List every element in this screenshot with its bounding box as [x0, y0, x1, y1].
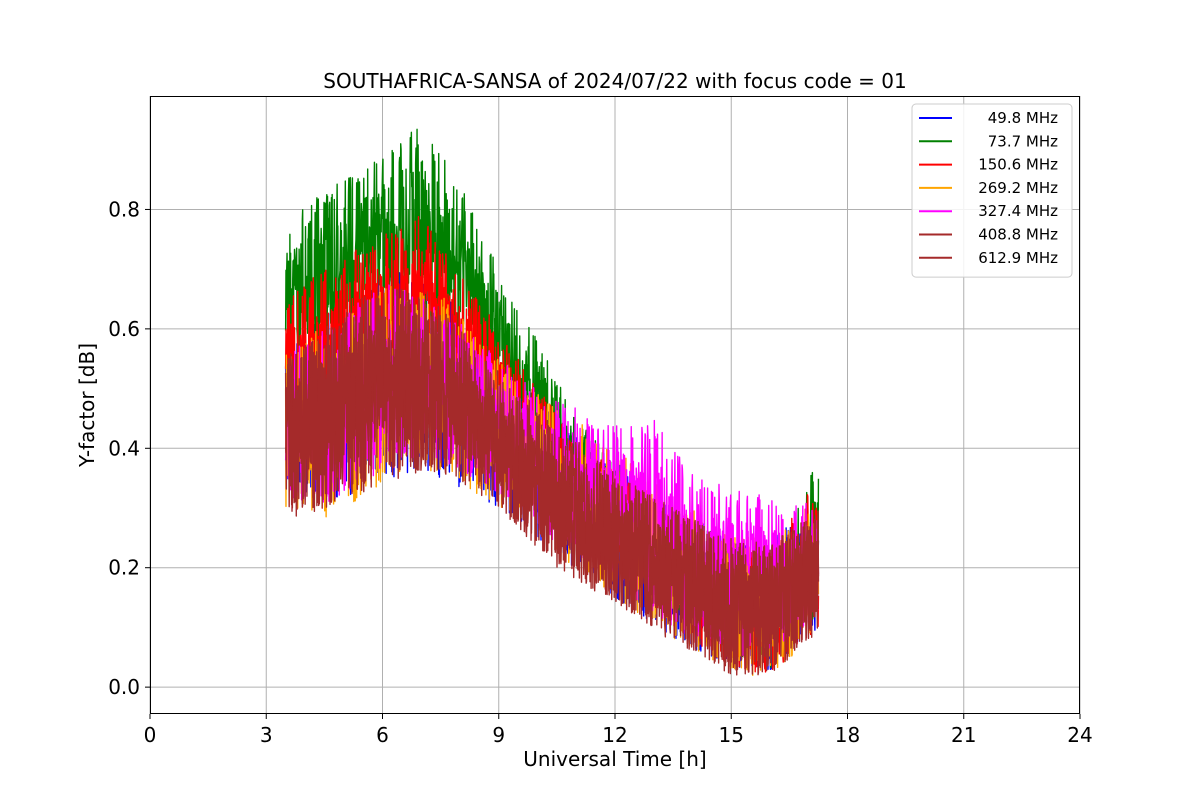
- legend-label: 73.7 MHz: [988, 132, 1058, 150]
- x-tick-label: 3: [260, 723, 273, 747]
- legend-label: 150.6 MHz: [978, 156, 1058, 174]
- y-tick-label: 0.0: [108, 675, 140, 699]
- x-tick-label: 24: [1067, 723, 1092, 747]
- x-axis-ticks: 0 3 6 9 12 15 18 21 24: [144, 714, 1093, 747]
- x-tick-label: 0: [144, 723, 157, 747]
- y-tick-label: 0.6: [108, 317, 140, 341]
- chart-title: SOUTHAFRICA-SANSA of 2024/07/22 with foc…: [323, 69, 907, 93]
- x-axis-label: Universal Time [h]: [523, 747, 706, 771]
- y-axis-label: Y-factor [dB]: [75, 343, 99, 468]
- series-line: [284, 286, 820, 672]
- x-tick-label: 18: [835, 723, 860, 747]
- x-tick-label: 21: [951, 723, 976, 747]
- plot-frame: [150, 96, 1080, 714]
- legend: 49.8 MHz 73.7 MHz 150.6 MHz 269.2 MHz 327.4 …: [911, 103, 1073, 278]
- x-tick-label: 9: [492, 723, 505, 747]
- y-tick-label: 0.2: [108, 556, 140, 580]
- legend-label: 327.4 MHz: [978, 202, 1058, 220]
- legend-label: 612.9 MHz: [978, 249, 1058, 267]
- legend-label: 269.2 MHz: [978, 179, 1058, 197]
- x-tick-label: 12: [602, 723, 627, 747]
- y-tick-label: 0.4: [108, 436, 140, 460]
- x-tick-label: 15: [719, 723, 744, 747]
- y-axis-ticks: 0.0 0.2 0.4 0.6 0.8: [108, 197, 150, 699]
- y-tick-label: 0.8: [108, 197, 140, 221]
- x-tick-label: 6: [376, 723, 389, 747]
- legend-label: 408.8 MHz: [978, 226, 1058, 244]
- legend-label: 49.8 MHz: [988, 109, 1058, 127]
- plot-series: [284, 128, 820, 676]
